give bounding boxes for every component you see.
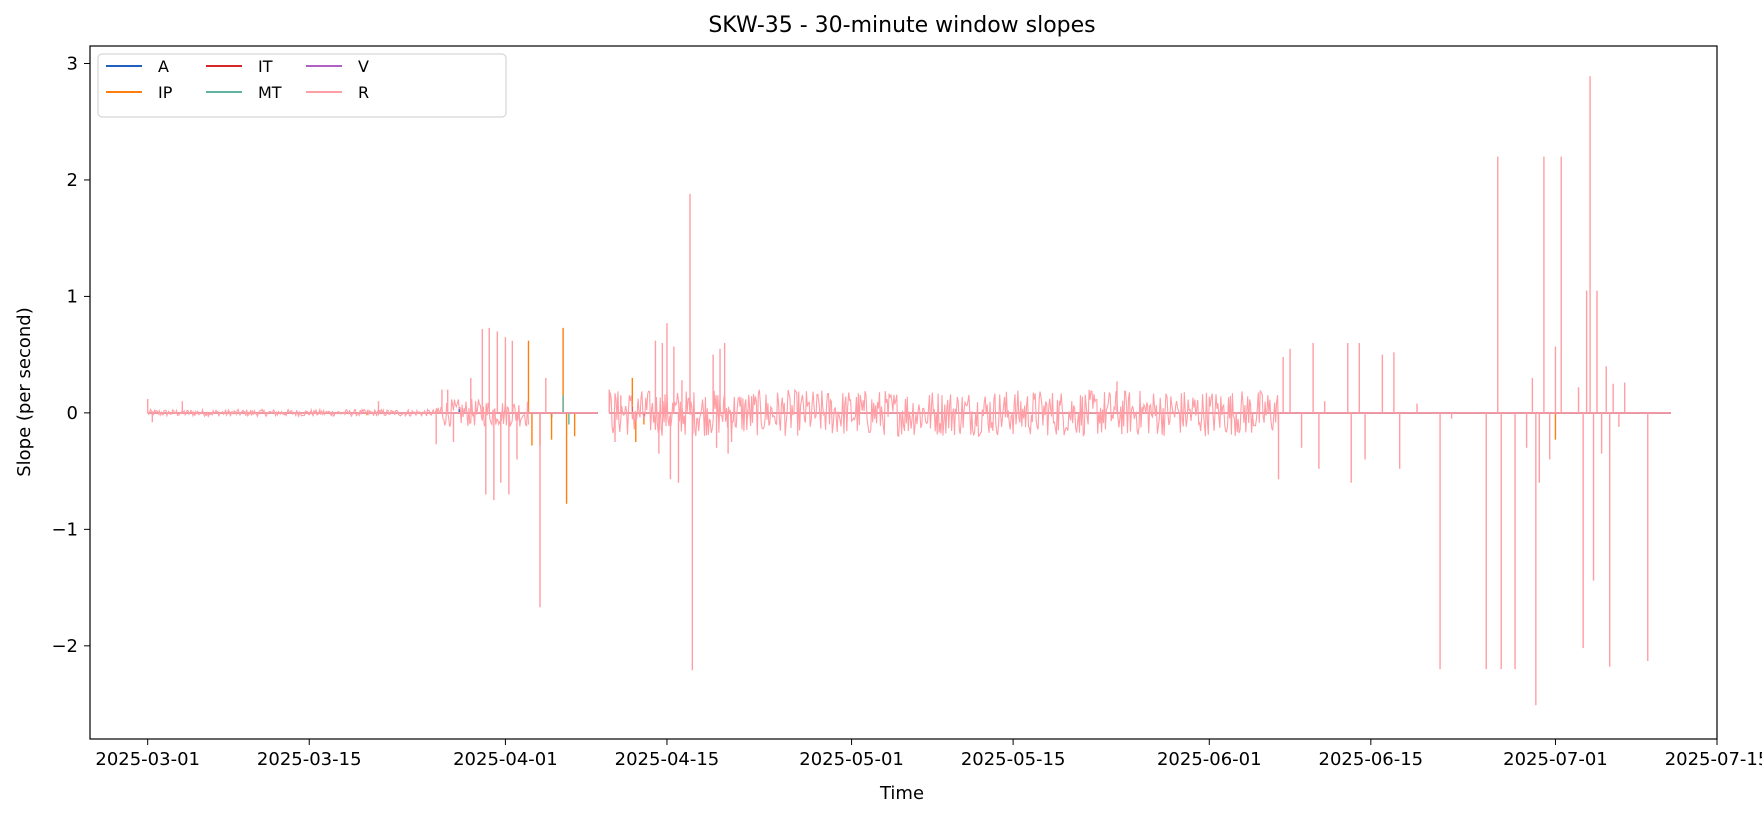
series-r xyxy=(146,76,1671,706)
legend-label-it: IT xyxy=(258,57,273,76)
y-tick-label: 3 xyxy=(67,53,78,74)
y-tick-label: 0 xyxy=(67,403,78,424)
legend-label-r: R xyxy=(358,83,369,102)
plot-frame xyxy=(89,45,1718,740)
y-tick-label: −1 xyxy=(51,519,78,540)
legend-label-v: V xyxy=(358,57,369,76)
x-tick-label: 2025-06-15 xyxy=(1319,749,1424,770)
x-axis-label: Time xyxy=(879,783,924,804)
x-tick-label: 2025-03-01 xyxy=(95,749,200,770)
y-tick-label: 2 xyxy=(67,170,78,191)
x-tick-label: 2025-05-01 xyxy=(799,749,904,770)
legend: A IP IT MT VR xyxy=(97,53,507,118)
series-r-noise xyxy=(747,388,1280,438)
legend-label-a: A xyxy=(158,57,169,76)
x-axis: 2025-03-01 2025-03-15 2025-04-01 2025-04-15… xyxy=(95,739,1762,770)
x-tick-label: 2025-05-15 xyxy=(961,749,1066,770)
x-tick-label: 2025-04-01 xyxy=(453,749,558,770)
chart-title: SKW-35 - 30-minute window slopes xyxy=(708,13,1095,38)
x-tick-label: 2025-07-15 xyxy=(1665,749,1762,770)
y-axis-label: Slope (per second) xyxy=(14,307,35,477)
x-tick-label: 2025-04-15 xyxy=(615,749,720,770)
y-tick-label: −2 xyxy=(51,636,78,657)
series-r-noise xyxy=(147,407,437,419)
y-axis: −2 −1 0 1 2 3 xyxy=(51,53,90,657)
x-tick-label: 2025-03-15 xyxy=(257,749,362,770)
x-tick-label: 2025-07-01 xyxy=(1503,749,1608,770)
legend-box xyxy=(97,53,507,118)
series-r-noise xyxy=(435,399,530,428)
y-tick-label: 1 xyxy=(67,286,78,307)
legend-label-mt: MT xyxy=(258,83,282,102)
legend-label-ip: IP xyxy=(158,83,173,102)
x-tick-label: 2025-06-01 xyxy=(1157,749,1262,770)
series-layer xyxy=(146,76,1671,706)
